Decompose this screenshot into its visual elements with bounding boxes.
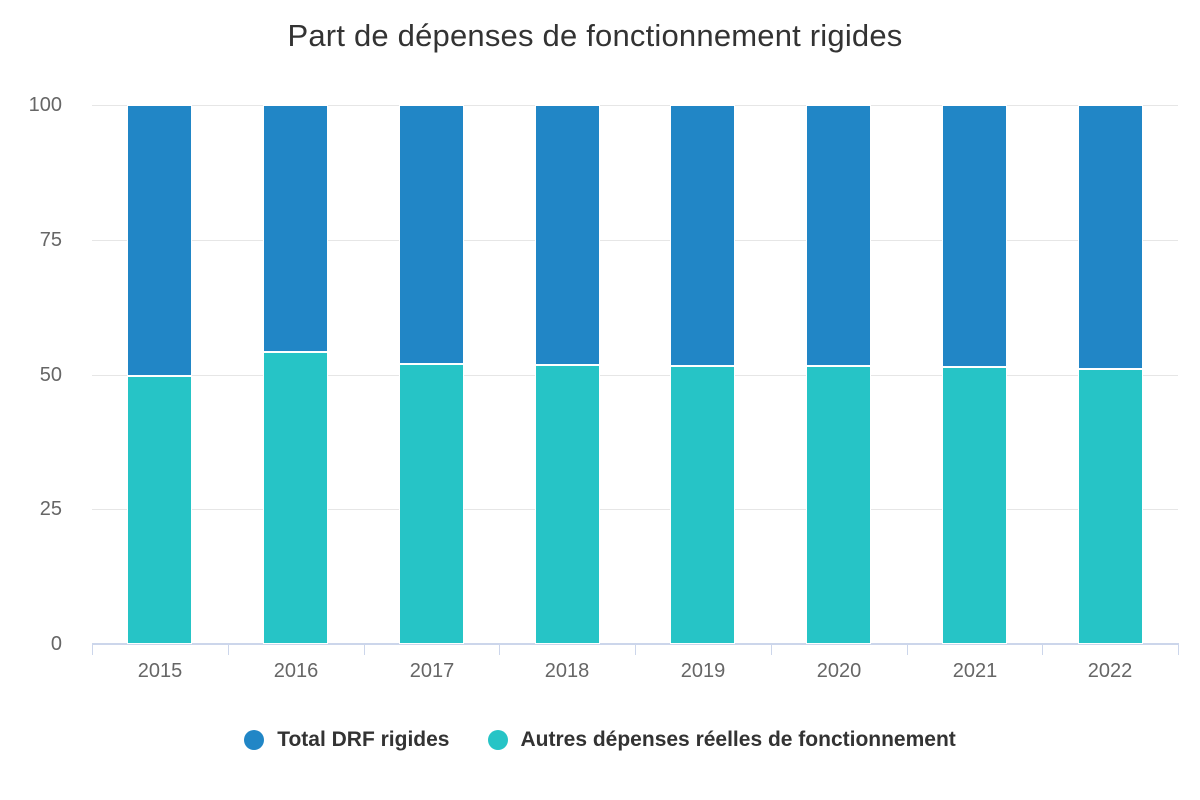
chart-legend: Total DRF rigides Autres dépenses réelles… (0, 716, 1200, 764)
x-axis-label: 2018 (544, 660, 590, 682)
legend-label: Total DRF rigides (277, 728, 450, 751)
bar-segment-2021-0[interactable] (942, 105, 1007, 367)
bar-segment-2015-0[interactable] (127, 105, 192, 376)
y-gridline (92, 375, 1178, 376)
y-gridline (92, 105, 1178, 106)
y-axis-label: 25 (39, 498, 62, 520)
y-gridline (92, 240, 1178, 241)
bar-segment-2018-1[interactable] (535, 365, 600, 644)
x-axis-tick (771, 645, 772, 655)
x-axis-tick (907, 645, 908, 655)
x-axis-label: 2015 (137, 660, 183, 682)
x-axis-label: 2022 (1087, 660, 1133, 682)
bar-segment-2021-1[interactable] (942, 367, 1007, 644)
x-axis-tick (499, 645, 500, 655)
x-axis-tick (228, 645, 229, 655)
bar-segment-2017-0[interactable] (399, 105, 464, 364)
x-axis-tick (364, 645, 365, 655)
x-axis-line (92, 643, 1179, 645)
x-axis-tick (635, 645, 636, 655)
y-gridline (92, 509, 1178, 510)
bar-segment-2022-1[interactable] (1078, 369, 1143, 644)
y-axis-label: 50 (39, 364, 62, 386)
bar-segment-2017-1[interactable] (399, 364, 464, 644)
bar-segment-2020-0[interactable] (806, 105, 871, 366)
x-axis-label: 2020 (816, 660, 862, 682)
bar-segment-2019-1[interactable] (670, 366, 735, 644)
legend-marker-icon (487, 730, 508, 750)
legend-item-1[interactable]: Autres dépenses réelles de fonctionnemen… (487, 728, 956, 752)
legend-marker-icon (244, 730, 265, 750)
y-axis-label: 75 (39, 229, 62, 251)
x-axis-label: 2016 (273, 660, 319, 682)
bar-segment-2020-1[interactable] (806, 366, 871, 644)
x-axis-label: 2017 (409, 660, 455, 682)
bar-segment-2019-0[interactable] (670, 105, 735, 366)
legend-item-0[interactable]: Total DRF rigides (244, 728, 450, 752)
bar-segment-2015-1[interactable] (127, 376, 192, 644)
bar-segment-2022-0[interactable] (1078, 105, 1143, 369)
x-axis-label: 2021 (952, 660, 998, 682)
bar-segment-2016-0[interactable] (263, 105, 328, 352)
x-axis-tick (1042, 645, 1043, 655)
x-axis-label: 2019 (680, 660, 726, 682)
x-axis-tick (92, 645, 93, 655)
y-axis-label: 0 (50, 633, 62, 655)
legend-label: Autres dépenses réelles de fonctionnemen… (520, 728, 956, 751)
x-axis-tick (1178, 645, 1179, 655)
bar-segment-2016-1[interactable] (263, 352, 328, 644)
bar-segment-2018-0[interactable] (535, 105, 600, 365)
chart-title: Part de dépenses de fonctionnement rigid… (287, 18, 903, 53)
y-axis-label: 100 (28, 94, 62, 116)
